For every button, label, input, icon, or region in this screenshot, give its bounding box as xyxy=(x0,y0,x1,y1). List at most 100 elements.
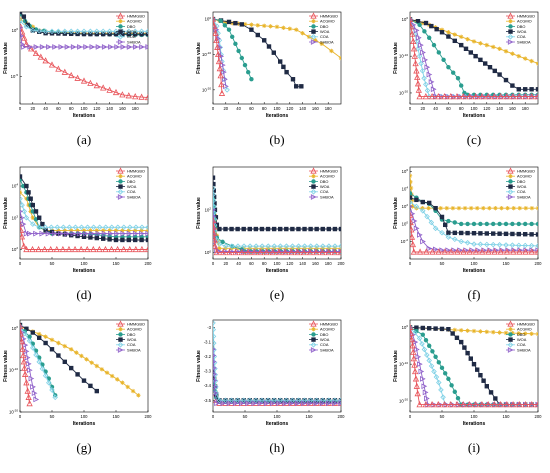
data-point-woa xyxy=(37,215,42,220)
data-point-shboa xyxy=(418,42,424,48)
data-point-hmmgbo xyxy=(412,375,420,382)
data-point-shboa xyxy=(70,44,77,50)
data-point-hmmgbo xyxy=(411,52,418,59)
data-point-woa xyxy=(262,38,267,43)
data-point-acgmo xyxy=(287,26,292,31)
data-point-acgmo xyxy=(529,205,535,211)
data-point-dbo xyxy=(433,354,438,359)
data-point-dbo xyxy=(230,34,235,39)
data-point-shboa xyxy=(213,366,217,370)
data-point-shboa xyxy=(108,230,114,237)
x-tick-label: 100 xyxy=(471,414,479,419)
data-point-dbo xyxy=(236,48,241,54)
data-point-hmmgbo xyxy=(47,245,54,253)
data-point-shboa xyxy=(411,218,418,224)
data-point-dbo xyxy=(427,343,432,348)
x-tick-label: 20 xyxy=(223,261,228,266)
data-point-woa xyxy=(478,373,483,378)
legend-label: SHBOA xyxy=(127,194,141,199)
legend-marker xyxy=(507,12,514,19)
data-point-acgmo xyxy=(20,190,23,195)
series-line-shboa xyxy=(20,326,37,400)
data-point-acgmo xyxy=(262,23,267,28)
data-point-hmmgbo xyxy=(59,245,67,253)
data-point-hmmgbo xyxy=(213,36,220,43)
x-tick-label: 0 xyxy=(212,106,215,111)
data-point-coa xyxy=(81,28,87,35)
data-point-acgmo xyxy=(484,329,489,334)
data-point-coa xyxy=(423,81,429,88)
data-point-acgmo xyxy=(120,228,125,233)
x-tick-label: 40 xyxy=(236,106,241,111)
data-point-coa xyxy=(213,340,217,346)
data-point-acgmo xyxy=(56,228,61,233)
data-point-coa xyxy=(247,397,253,404)
legend-label: ACGMO xyxy=(127,174,142,179)
y-tick-label: 102 xyxy=(12,246,19,252)
data-point-hmmgbo xyxy=(144,245,148,253)
data-point-coa xyxy=(30,27,36,34)
legend-marker xyxy=(118,174,123,179)
x-tick-label: 80 xyxy=(262,261,267,266)
legend-marker xyxy=(310,320,317,327)
legend-marker xyxy=(311,327,316,332)
data-point-woa xyxy=(226,19,232,25)
data-point-shboa xyxy=(213,220,217,225)
data-point-hmmgbo xyxy=(435,93,442,100)
data-point-hmmgbo xyxy=(522,248,529,255)
data-point-acgmo xyxy=(268,24,273,29)
legend-marker xyxy=(507,320,514,327)
legend-label: SHBOA xyxy=(517,194,531,199)
data-point-hmmgbo xyxy=(331,249,338,256)
data-point-hmmgbo xyxy=(125,92,132,99)
data-point-hmmgbo xyxy=(84,245,91,253)
data-point-acgmo xyxy=(249,22,254,27)
legend-marker xyxy=(117,39,124,45)
data-point-shboa xyxy=(415,34,422,41)
data-point-shboa xyxy=(39,230,46,237)
panel-caption: (a) xyxy=(77,132,91,147)
x-tick-label: 120 xyxy=(286,106,294,111)
data-point-coa xyxy=(338,397,341,404)
data-point-acgmo xyxy=(294,27,299,32)
data-point-dbo xyxy=(420,332,425,337)
data-point-woa xyxy=(37,29,42,34)
data-point-shboa xyxy=(126,230,133,237)
data-point-shboa xyxy=(95,230,102,237)
data-point-woa xyxy=(483,61,488,66)
data-point-hmmgbo xyxy=(21,34,28,41)
data-point-hmmgbo xyxy=(126,245,133,253)
x-tick-label: 60 xyxy=(446,106,451,111)
data-point-coa xyxy=(259,397,265,404)
data-point-dbo xyxy=(246,69,251,75)
data-point-hmmgbo xyxy=(35,245,42,253)
data-point-hmmgbo xyxy=(257,249,264,256)
data-point-shboa xyxy=(28,375,35,382)
data-point-hmmgbo xyxy=(414,390,421,397)
data-point-hmmgbo xyxy=(410,30,416,37)
data-point-coa xyxy=(253,397,259,404)
data-point-shboa xyxy=(220,400,227,407)
data-point-coa xyxy=(42,28,49,35)
data-point-woa xyxy=(420,199,425,205)
data-point-woa xyxy=(271,50,276,55)
data-point-hmmgbo xyxy=(478,401,486,408)
data-point-coa xyxy=(84,224,91,231)
data-point-dbo xyxy=(503,221,509,227)
legend-marker xyxy=(117,320,124,327)
data-point-coa xyxy=(100,28,106,35)
x-axis-label: Iterations xyxy=(73,268,96,274)
data-point-dbo xyxy=(222,23,228,28)
data-point-coa xyxy=(132,28,138,35)
data-point-coa xyxy=(49,28,55,35)
x-tick-label: 100 xyxy=(274,261,282,266)
data-point-acgmo xyxy=(452,327,457,333)
x-axis-label: Iterations xyxy=(73,421,96,427)
data-point-hmmgbo xyxy=(21,364,28,371)
data-point-acgmo xyxy=(465,328,470,333)
legend-marker xyxy=(507,194,514,200)
data-point-acgmo xyxy=(230,20,235,26)
data-point-woa xyxy=(429,23,434,29)
legend-label: WOA xyxy=(127,29,137,34)
data-point-hmmgbo xyxy=(484,93,492,100)
